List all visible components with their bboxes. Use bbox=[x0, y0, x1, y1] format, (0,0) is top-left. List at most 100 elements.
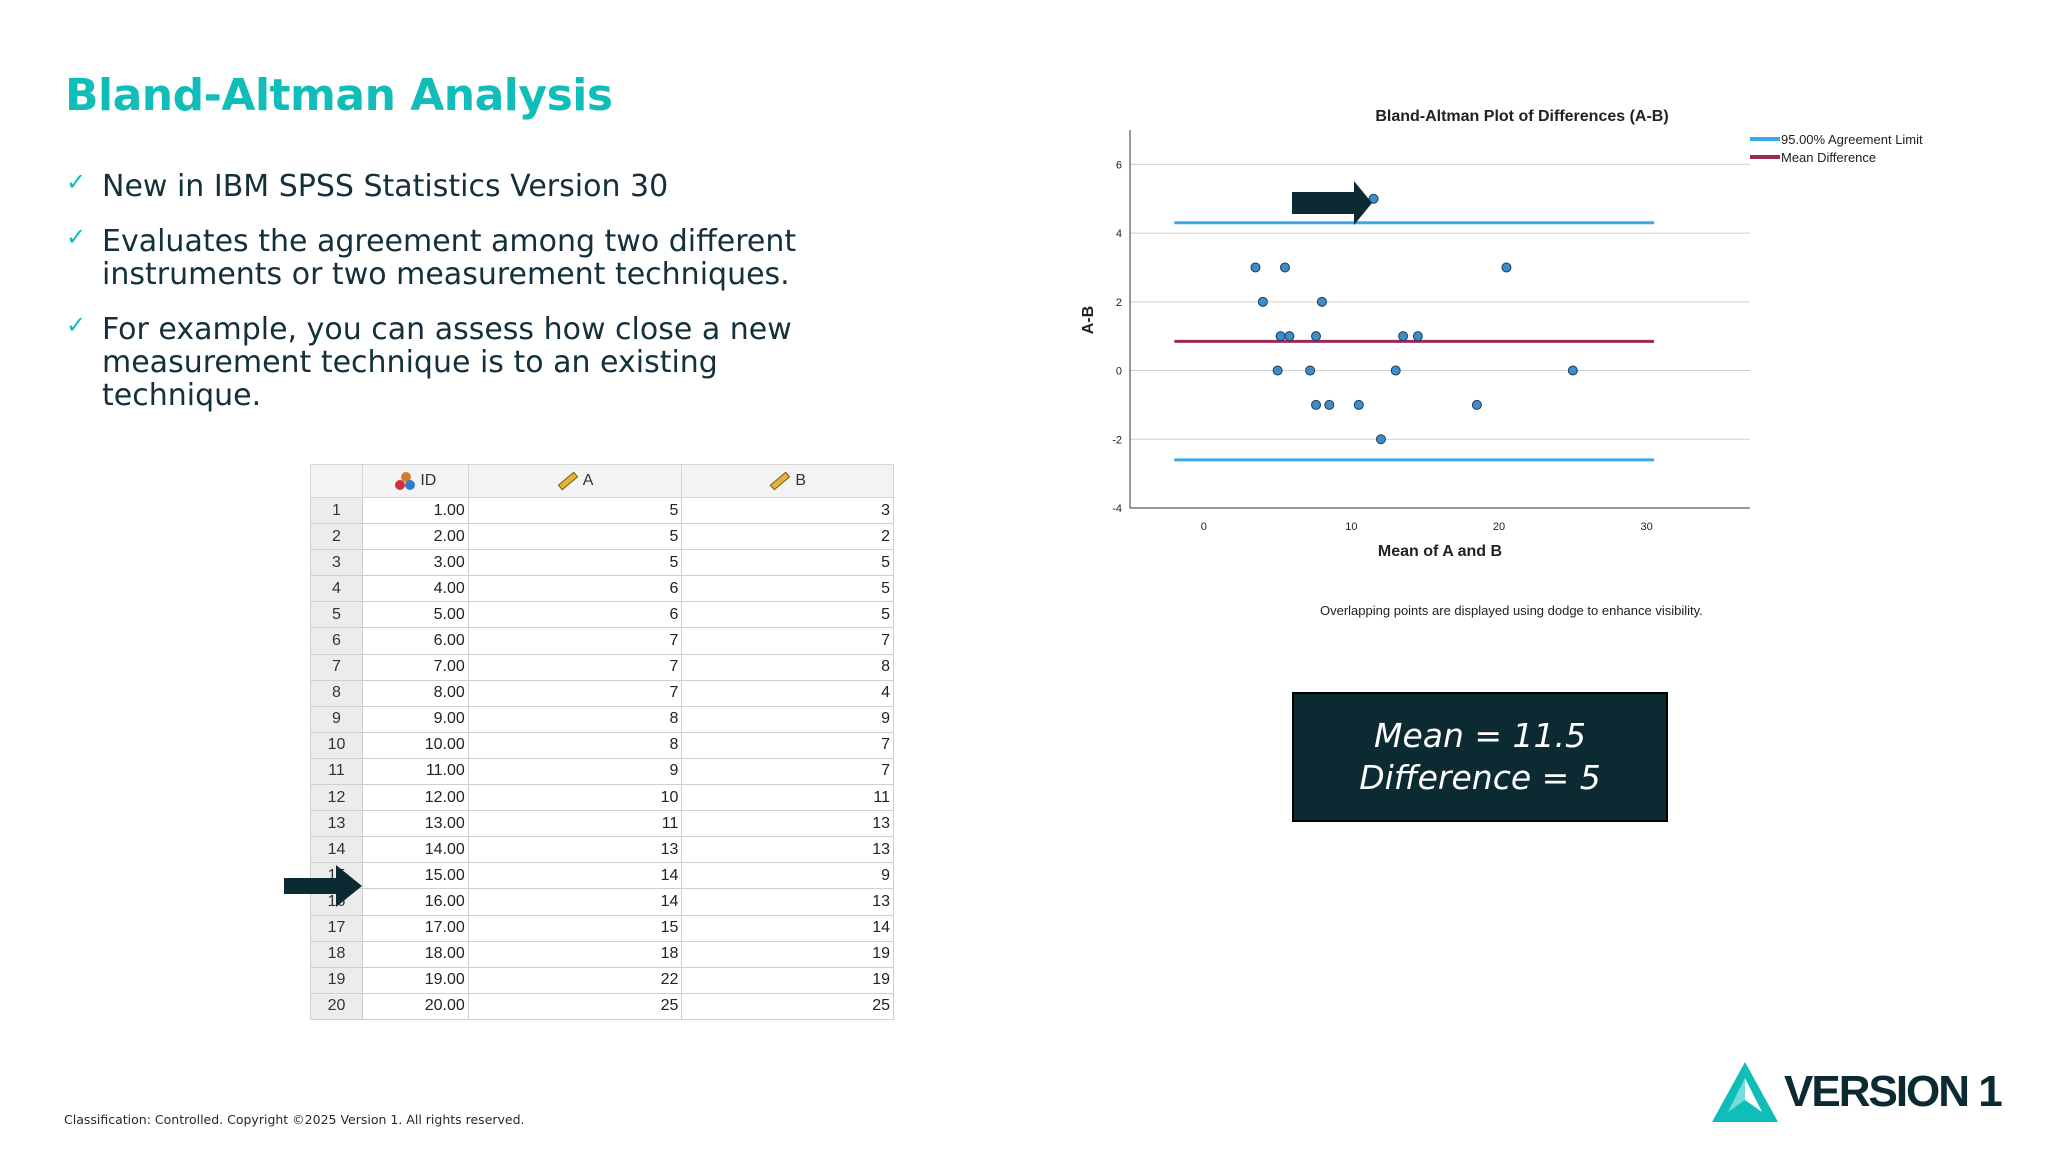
row-number-cell[interactable]: 9 bbox=[310, 705, 363, 733]
data-cell[interactable]: 3.00 bbox=[361, 549, 469, 577]
data-cell[interactable]: 6 bbox=[467, 575, 683, 603]
data-cell[interactable]: 5 bbox=[467, 523, 683, 551]
data-cell[interactable]: 14.00 bbox=[361, 836, 469, 864]
table-row[interactable]: 14 14.00 13 13 bbox=[310, 836, 894, 864]
data-cell[interactable]: 5 bbox=[681, 575, 894, 603]
row-number-cell[interactable]: 4 bbox=[310, 575, 363, 603]
table-row[interactable]: 10 10.00 8 7 bbox=[310, 731, 894, 759]
row-number-cell[interactable]: 8 bbox=[310, 679, 363, 707]
data-cell[interactable]: 13 bbox=[467, 836, 683, 864]
table-row[interactable]: 12 12.00 10 11 bbox=[310, 784, 894, 812]
table-row[interactable]: 1 1.00 5 3 bbox=[310, 496, 894, 525]
data-cell[interactable]: 18.00 bbox=[361, 940, 469, 968]
data-cell[interactable]: 9 bbox=[681, 705, 894, 733]
column-header-b[interactable]: B bbox=[681, 464, 894, 498]
data-cell[interactable]: 11 bbox=[467, 810, 683, 838]
row-number-cell[interactable]: 7 bbox=[310, 653, 363, 681]
data-cell[interactable]: 5 bbox=[681, 549, 894, 577]
row-number-cell[interactable]: 18 bbox=[310, 940, 363, 968]
data-cell[interactable]: 13 bbox=[681, 836, 894, 864]
table-row[interactable]: 4 4.00 6 5 bbox=[310, 575, 894, 603]
data-cell[interactable]: 13.00 bbox=[361, 810, 469, 838]
data-cell[interactable]: 2.00 bbox=[361, 523, 469, 551]
data-cell[interactable]: 2 bbox=[681, 523, 894, 551]
data-cell[interactable]: 25 bbox=[681, 992, 894, 1020]
data-cell[interactable]: 7 bbox=[467, 627, 683, 655]
data-cell[interactable]: 14 bbox=[467, 888, 683, 916]
table-row[interactable]: 11 11.00 9 7 bbox=[310, 757, 894, 786]
data-cell[interactable]: 19 bbox=[681, 966, 894, 994]
data-cell[interactable]: 4 bbox=[681, 679, 894, 707]
data-cell[interactable]: 7 bbox=[467, 653, 683, 681]
data-cell[interactable]: 14 bbox=[467, 862, 683, 890]
data-cell[interactable]: 15.00 bbox=[361, 862, 469, 890]
table-row[interactable]: 13 13.00 11 13 bbox=[310, 810, 894, 838]
table-row[interactable]: 9 9.00 8 9 bbox=[310, 705, 894, 733]
data-cell[interactable]: 7 bbox=[467, 679, 683, 707]
table-row[interactable]: 8 8.00 7 4 bbox=[310, 679, 894, 707]
row-number-cell[interactable]: 1 bbox=[310, 496, 363, 525]
row-number-cell[interactable]: 2 bbox=[310, 523, 363, 551]
column-header-a[interactable]: A bbox=[467, 464, 683, 498]
table-row[interactable]: 2 2.00 5 2 bbox=[310, 523, 894, 551]
data-cell[interactable]: 4.00 bbox=[361, 575, 469, 603]
data-cell[interactable]: 3 bbox=[681, 496, 894, 525]
data-cell[interactable]: 8 bbox=[467, 705, 683, 733]
data-cell[interactable]: 7.00 bbox=[361, 653, 469, 681]
data-cell[interactable]: 6.00 bbox=[361, 627, 469, 655]
row-number-cell[interactable]: 11 bbox=[310, 757, 363, 786]
table-row[interactable]: 17 17.00 15 14 bbox=[310, 914, 894, 942]
data-cell[interactable]: 18 bbox=[467, 940, 683, 968]
data-cell[interactable]: 9 bbox=[467, 757, 683, 786]
table-row[interactable]: 19 19.00 22 19 bbox=[310, 966, 894, 994]
data-cell[interactable]: 25 bbox=[467, 992, 683, 1020]
row-number-cell[interactable]: 13 bbox=[310, 810, 363, 838]
data-cell[interactable]: 9 bbox=[681, 862, 894, 890]
table-row[interactable]: 5 5.00 6 5 bbox=[310, 601, 894, 629]
data-cell[interactable]: 1.00 bbox=[361, 496, 469, 525]
data-cell[interactable]: 11 bbox=[681, 784, 894, 812]
row-number-cell[interactable]: 17 bbox=[310, 914, 363, 942]
data-cell[interactable]: 5 bbox=[681, 601, 894, 629]
table-row[interactable]: 6 6.00 7 7 bbox=[310, 627, 894, 655]
data-cell[interactable]: 13 bbox=[681, 810, 894, 838]
data-cell[interactable]: 8.00 bbox=[361, 679, 469, 707]
data-cell[interactable]: 22 bbox=[467, 966, 683, 994]
data-cell[interactable]: 5 bbox=[467, 496, 683, 525]
table-row[interactable]: 20 20.00 25 25 bbox=[310, 992, 894, 1020]
data-cell[interactable]: 11.00 bbox=[361, 757, 469, 786]
row-number-cell[interactable]: 6 bbox=[310, 627, 363, 655]
row-number-cell[interactable]: 12 bbox=[310, 784, 363, 812]
row-number-cell[interactable]: 20 bbox=[310, 992, 363, 1020]
data-cell[interactable]: 10 bbox=[467, 784, 683, 812]
data-cell[interactable]: 7 bbox=[681, 731, 894, 759]
data-cell[interactable]: 9.00 bbox=[361, 705, 469, 733]
data-cell[interactable]: 15 bbox=[467, 914, 683, 942]
data-cell[interactable]: 8 bbox=[681, 653, 894, 681]
data-cell[interactable]: 10.00 bbox=[361, 731, 469, 759]
column-header-id[interactable]: ID bbox=[361, 464, 469, 498]
table-row[interactable]: 7 7.00 7 8 bbox=[310, 653, 894, 681]
table-row[interactable]: 18 18.00 18 19 bbox=[310, 940, 894, 968]
row-number-cell[interactable]: 14 bbox=[310, 836, 363, 864]
row-number-cell[interactable]: 3 bbox=[310, 549, 363, 577]
row-number-cell[interactable]: 10 bbox=[310, 731, 363, 759]
table-row[interactable]: 3 3.00 5 5 bbox=[310, 549, 894, 577]
data-cell[interactable]: 14 bbox=[681, 914, 894, 942]
data-cell[interactable]: 8 bbox=[467, 731, 683, 759]
row-number-cell[interactable]: 19 bbox=[310, 966, 363, 994]
data-cell[interactable]: 17.00 bbox=[361, 914, 469, 942]
data-cell[interactable]: 5 bbox=[467, 549, 683, 577]
data-cell[interactable]: 12.00 bbox=[361, 784, 469, 812]
data-cell[interactable]: 6 bbox=[467, 601, 683, 629]
data-cell[interactable]: 13 bbox=[681, 888, 894, 916]
data-cell[interactable]: 5.00 bbox=[361, 601, 469, 629]
data-cell[interactable]: 19 bbox=[681, 940, 894, 968]
data-cell[interactable]: 7 bbox=[681, 757, 894, 786]
row-number-cell[interactable]: 5 bbox=[310, 601, 363, 629]
data-cell[interactable]: 16.00 bbox=[361, 888, 469, 916]
data-cell[interactable]: 20.00 bbox=[361, 992, 469, 1020]
data-cell[interactable]: 7 bbox=[681, 627, 894, 655]
